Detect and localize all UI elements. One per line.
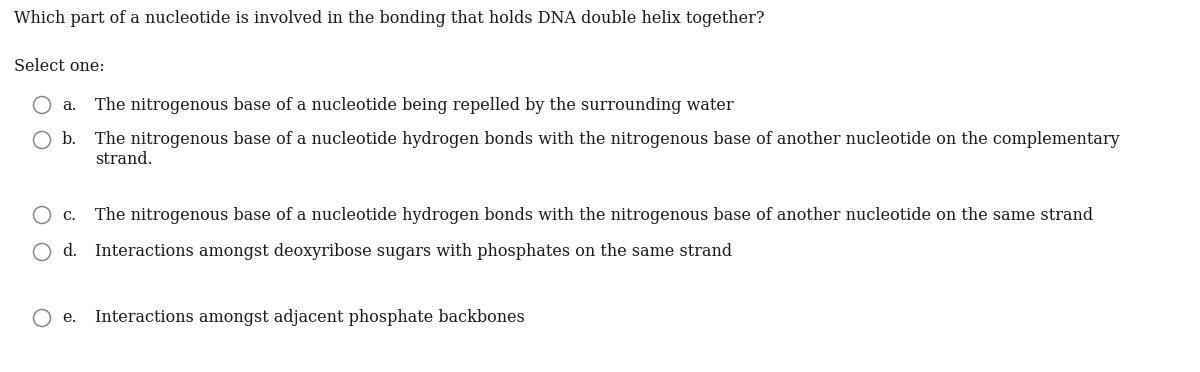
Text: Which part of a nucleotide is involved in the bonding that holds DNA double heli: Which part of a nucleotide is involved i…: [14, 10, 764, 27]
Text: The nitrogenous base of a nucleotide hydrogen bonds with the nitrogenous base of: The nitrogenous base of a nucleotide hyd…: [95, 206, 1093, 224]
Text: Interactions amongst adjacent phosphate backbones: Interactions amongst adjacent phosphate …: [95, 310, 524, 327]
Text: a.: a.: [62, 96, 77, 113]
Text: strand.: strand.: [95, 151, 152, 169]
Text: c.: c.: [62, 206, 76, 224]
Text: d.: d.: [62, 244, 77, 260]
Text: e.: e.: [62, 310, 77, 327]
Text: Interactions amongst deoxyribose sugars with phosphates on the same strand: Interactions amongst deoxyribose sugars …: [95, 244, 732, 260]
Text: The nitrogenous base of a nucleotide hydrogen bonds with the nitrogenous base of: The nitrogenous base of a nucleotide hyd…: [95, 131, 1120, 148]
Text: b.: b.: [62, 131, 77, 148]
Text: Select one:: Select one:: [14, 58, 104, 75]
Text: The nitrogenous base of a nucleotide being repelled by the surrounding water: The nitrogenous base of a nucleotide bei…: [95, 96, 733, 113]
